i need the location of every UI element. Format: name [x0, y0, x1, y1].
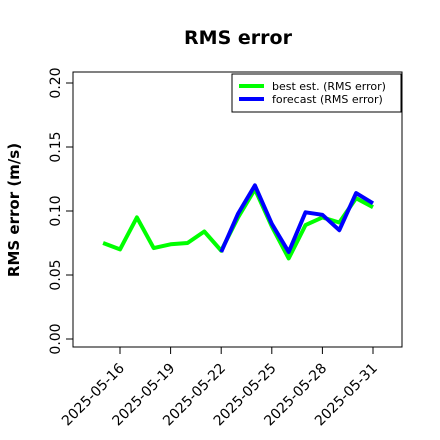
- legend-box: [231, 73, 402, 113]
- plot-area: 0.000.050.100.150.202025-05-162025-05-19…: [48, 67, 403, 429]
- plot-frame: [72, 71, 403, 348]
- y-tick-label: 0.20: [48, 67, 64, 98]
- y-tick-label: 0.05: [48, 259, 64, 290]
- y-tick-label: 0.10: [48, 195, 64, 226]
- y-axis-label: RMS error (m/s): [5, 143, 23, 277]
- y-tick-label: 0.15: [48, 131, 64, 162]
- y-tick-label: 0.00: [48, 323, 64, 354]
- legend: best est. (RMS error)forecast (RMS error…: [231, 73, 402, 113]
- legend-label-forecast: forecast (RMS error): [272, 93, 383, 106]
- chart-title: RMS error: [184, 27, 293, 49]
- series-line-forecast: [219, 183, 375, 254]
- legend-label-best-est: best est. (RMS error): [272, 80, 386, 93]
